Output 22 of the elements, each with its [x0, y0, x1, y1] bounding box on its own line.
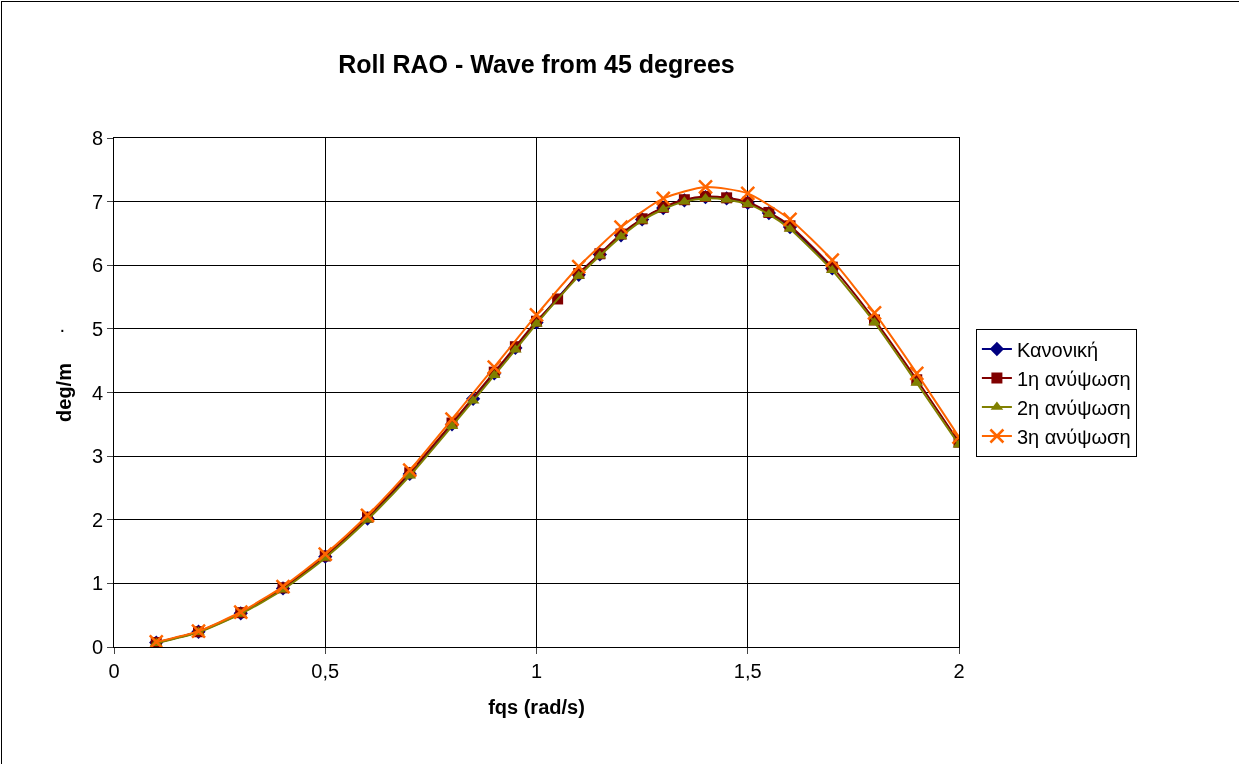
text: · — [59, 318, 66, 340]
y-tick-label: 4 — [91, 381, 103, 404]
y-tick-label: 3 — [91, 445, 103, 468]
x-tick-label: 0 — [108, 660, 120, 682]
y-tick-label: 1 — [91, 572, 103, 595]
y-tick-label: 7 — [91, 190, 103, 213]
x-tick-label: 0,5 — [311, 660, 340, 682]
y-tick-label: 6 — [91, 254, 103, 277]
x-axis-title: fqs (rad/s) — [488, 695, 585, 718]
x-tick-label: 2 — [953, 660, 965, 682]
x-tick-label: 1,5 — [733, 660, 762, 682]
legend-label: 3η ανύψωση — [1016, 425, 1131, 448]
y-axis-title: deg/m — [53, 363, 76, 422]
legend-label: 1η ανύψωση — [1016, 367, 1131, 390]
legend-label: Κανονική — [1016, 338, 1099, 361]
x-tick-label: 1 — [530, 660, 543, 682]
legend-label: 2η ανύψωση — [1016, 396, 1131, 419]
y-tick-label: 8 — [91, 127, 103, 149]
y-tick-label: 2 — [91, 508, 103, 531]
chart-title: Roll RAO - Wave from 45 degrees — [338, 49, 735, 78]
y-tick-label: 5 — [91, 317, 103, 340]
y-tick-label: 0 — [91, 636, 103, 658]
